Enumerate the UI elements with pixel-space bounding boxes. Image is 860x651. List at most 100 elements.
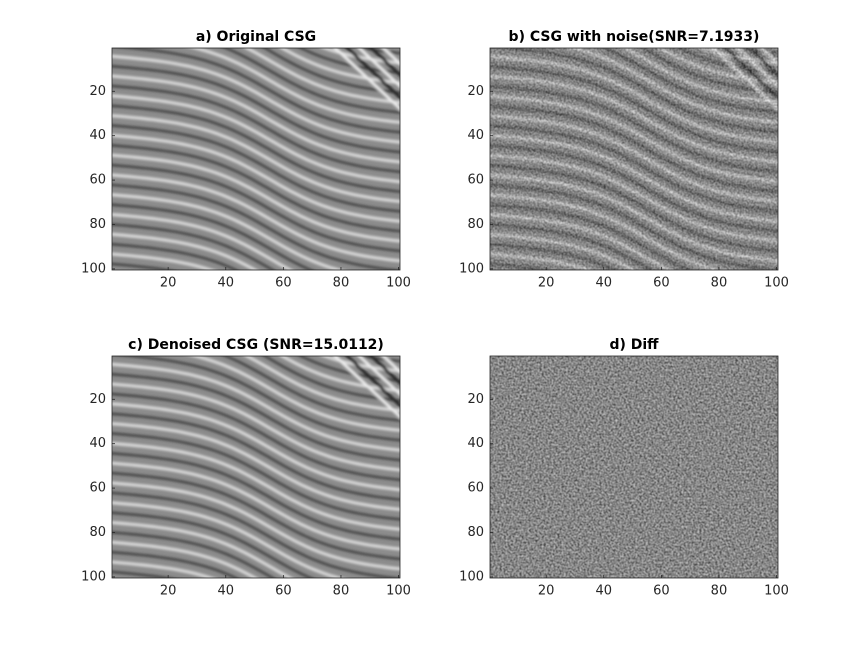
x-tick-label: 80 <box>711 584 728 599</box>
wave <box>112 550 239 578</box>
wave <box>333 48 400 111</box>
wave <box>188 356 400 432</box>
wave-layer <box>108 0 405 270</box>
x-tick-label: 40 <box>217 584 234 599</box>
wave <box>112 64 400 154</box>
wave <box>112 114 400 204</box>
panel-title: d) Diff <box>609 337 659 353</box>
image <box>490 356 778 578</box>
wave <box>369 356 400 385</box>
wave <box>112 491 400 578</box>
x-tick-label: 20 <box>160 276 177 291</box>
wave <box>108 0 405 4</box>
wave <box>356 48 400 55</box>
wave <box>112 392 400 482</box>
wave <box>112 183 400 270</box>
x-tick-label: 80 <box>711 276 728 291</box>
image <box>108 0 405 270</box>
x-tick-label: 100 <box>764 584 789 599</box>
wave <box>112 173 400 263</box>
wave <box>357 48 400 89</box>
wave <box>112 74 400 164</box>
wave <box>243 48 400 105</box>
wave <box>112 133 400 223</box>
wave <box>108 582 405 651</box>
noise <box>490 356 778 578</box>
axes-frame <box>111 355 401 579</box>
wave <box>112 531 276 578</box>
wave <box>112 252 216 270</box>
wave <box>278 48 400 85</box>
x-tick-label: 100 <box>764 276 789 291</box>
x-tick-label: 60 <box>653 276 670 291</box>
wave <box>112 382 400 472</box>
x-tick-label: 80 <box>333 584 350 599</box>
wave <box>108 0 405 24</box>
y-tick-label: 40 <box>467 436 484 451</box>
wave <box>108 0 405 14</box>
x-tick-label: 40 <box>595 584 612 599</box>
x-tick-label: 100 <box>386 584 411 599</box>
wave <box>112 104 400 193</box>
wave <box>112 193 345 270</box>
y-tick-label: 20 <box>467 392 484 407</box>
wave <box>112 124 400 213</box>
wave-layer <box>108 356 405 651</box>
wave <box>112 143 400 233</box>
y-tick-label: 40 <box>89 436 106 451</box>
wave <box>486 0 783 14</box>
x-tick-label: 80 <box>333 276 350 291</box>
y-tick-label: 60 <box>89 173 106 188</box>
wave <box>345 356 400 408</box>
panel: c) Denoised CSG (SNR=15.0112) 20 40 60 80 100… <box>81 337 411 651</box>
wave <box>112 54 400 144</box>
x-tick-label: 20 <box>160 584 177 599</box>
wave <box>333 356 400 419</box>
axes-frame <box>111 47 401 271</box>
x-tick-label: 40 <box>595 276 612 291</box>
y-tick-label: 100 <box>81 569 106 584</box>
wave <box>112 262 176 270</box>
wave <box>112 84 400 174</box>
wave <box>369 48 400 77</box>
wave <box>222 356 400 422</box>
wave <box>112 441 400 531</box>
wave <box>112 432 400 521</box>
y-tick-label: 20 <box>89 392 106 407</box>
y-tick-label: 20 <box>89 84 106 99</box>
wave <box>115 48 400 134</box>
wave <box>112 232 259 270</box>
wave <box>734 48 778 55</box>
wave <box>112 242 239 270</box>
panel: b) CSG with noise(SNR=7.1933) 20 40 60 80 100… <box>459 0 789 291</box>
axes-frame <box>489 47 779 271</box>
x-tick-label: 60 <box>653 584 670 599</box>
y-tick-label: 80 <box>467 525 484 540</box>
wave <box>112 153 400 243</box>
y-tick-label: 80 <box>89 217 106 232</box>
x-tick-label: 60 <box>275 276 292 291</box>
y-tick-label: 100 <box>459 569 484 584</box>
wave <box>357 356 400 397</box>
wave <box>115 356 400 442</box>
x-tick-label: 20 <box>538 584 555 599</box>
y-tick-label: 40 <box>467 128 484 143</box>
y-tick-label: 100 <box>81 261 106 276</box>
panel: d) Diff 20 40 60 80 100 20 40 60 80 100 <box>459 337 789 599</box>
wave <box>345 48 400 100</box>
wave <box>112 362 400 452</box>
wave <box>243 356 400 413</box>
wave <box>112 471 400 561</box>
wave <box>486 0 783 24</box>
panel-title: c) Denoised CSG (SNR=15.0112) <box>128 337 384 353</box>
wave <box>112 540 259 578</box>
wave <box>381 48 400 66</box>
x-tick-label: 60 <box>275 584 292 599</box>
x-tick-label: 20 <box>538 276 555 291</box>
image <box>486 0 783 270</box>
panel: a) Original CSG 20 40 60 80 100 20 40 60 80 100 <box>81 0 411 291</box>
x-tick-label: 100 <box>386 276 411 291</box>
wave <box>381 356 400 374</box>
image <box>108 356 405 651</box>
